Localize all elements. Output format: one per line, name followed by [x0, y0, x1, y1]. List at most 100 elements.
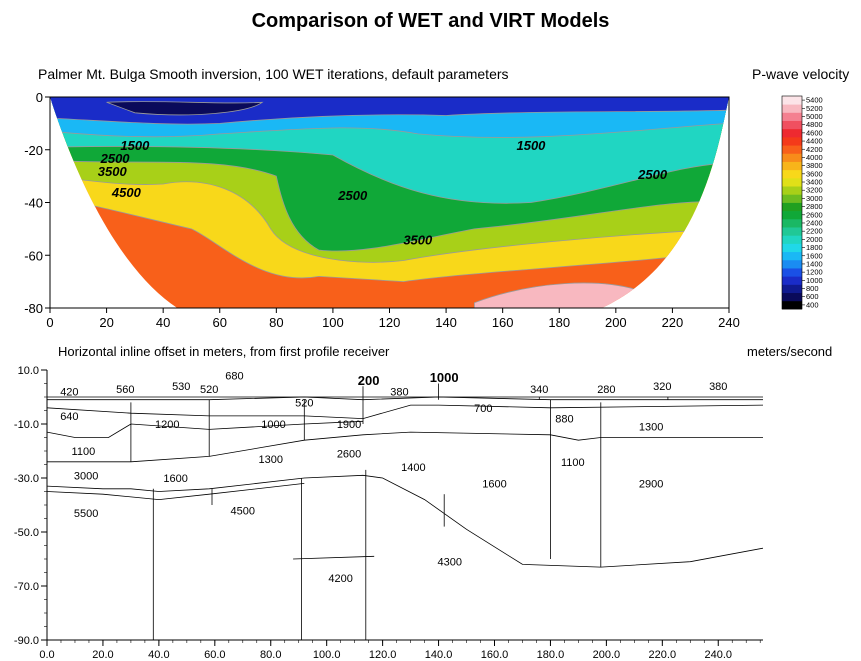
layer-velocity-label: 3000 [74, 470, 98, 482]
colorbar-swatch [782, 218, 802, 228]
colorbar-tick-label: 1200 [806, 268, 823, 277]
colorbar-tick-label: 600 [806, 292, 819, 301]
colorbar-tick-label: 2200 [806, 227, 823, 236]
colorbar-frame [781, 95, 803, 310]
colorbar-swatch [782, 194, 802, 203]
bottom-x-tick-label: 80.0 [260, 649, 281, 661]
colorbar-swatch [782, 186, 802, 195]
layer-velocity-label: 1100 [72, 446, 96, 458]
layer-velocity-label: 1000 [261, 419, 285, 431]
bottom-x-tick-label: 240.0 [704, 649, 732, 661]
bottom-x-tick-label: 100.0 [313, 649, 341, 661]
colorbar-tick-label: 400 [806, 300, 819, 309]
colorbar-tick-label: 1000 [806, 276, 823, 285]
bottom-y-tick-label: -70.0 [14, 581, 39, 593]
colorbar-unit-label: meters/second [747, 344, 833, 359]
top-x-tick-label: 160 [492, 315, 514, 330]
colorbar-tick-label: 3400 [806, 178, 823, 187]
layer-velocity-label: 520 [200, 384, 218, 396]
boundary-4 [47, 431, 551, 463]
layer-velocity-label: 700 [474, 403, 492, 415]
layer-velocity-label: 1600 [163, 473, 187, 485]
colorbar-swatch [782, 104, 802, 113]
bottom-x-tick-label: 120.0 [369, 649, 397, 661]
colorbar-tick-label: 4800 [806, 120, 823, 129]
top-chart-title: Palmer Mt. Bulga Smooth inversion, 100 W… [38, 66, 509, 82]
velocity-band-7 [106, 101, 264, 116]
heatmap-field [50, 97, 729, 308]
layer-velocity-label: 1600 [482, 478, 506, 490]
layer-velocity-label: 520 [295, 397, 313, 409]
boundary-7 [293, 555, 375, 560]
colorbar-tick-label: 4400 [806, 137, 823, 146]
colorbar-swatch [782, 284, 802, 294]
colorbar-swatch [782, 145, 802, 154]
colorbar-swatch [782, 202, 802, 212]
top-y-tick-label: -80 [24, 301, 43, 316]
contour-label: 3500 [98, 164, 128, 179]
colorbar-tick-label: 3200 [806, 186, 823, 195]
layer-velocity-label: 880 [555, 414, 573, 426]
layer-velocity-label: 530 [172, 381, 190, 393]
layer-velocity-label: 1900 [337, 419, 361, 431]
top-x-tick-label: 100 [322, 315, 344, 330]
bottom-y-tick-label: -90.0 [14, 635, 39, 647]
layer-velocity-label: 5500 [74, 508, 98, 520]
colorbar-tick-label: 2800 [806, 202, 823, 211]
layer-velocity-label: 4300 [438, 557, 462, 569]
colorbar-swatch [782, 243, 802, 253]
colorbar-tick-label: 4000 [806, 153, 823, 162]
colorbar-swatch [782, 153, 802, 162]
colorbar-swatch [782, 96, 802, 105]
colorbar-tick-label: 3600 [806, 169, 823, 178]
contour-label: 2500 [337, 188, 368, 203]
layer-velocity-label: 1200 [155, 419, 179, 431]
top-x-tick-label: 120 [379, 315, 401, 330]
bottom-x-tick-label: 40.0 [148, 649, 169, 661]
layer-velocity-label: 200 [358, 373, 380, 388]
colorbar-swatch [782, 128, 802, 138]
top-y-tick-label: 0 [36, 90, 43, 105]
colorbar-swatch [782, 161, 802, 171]
colorbar-tick-label: 5000 [806, 112, 823, 121]
bottom-x-tick-label: 60.0 [204, 649, 225, 661]
top-y-tick-label: -60 [24, 248, 43, 263]
colorbar-swatch [782, 292, 802, 302]
bottom-x-tick-label: 220.0 [649, 649, 677, 661]
boundary-2 [46, 404, 764, 420]
boundary-5 [46, 474, 764, 568]
layer-velocity-label: 320 [653, 381, 671, 393]
colorbar-swatch [782, 136, 802, 146]
colorbar-swatch [782, 112, 802, 121]
bottom-y-tick-label: 10.0 [18, 365, 39, 377]
colorbar-swatch [782, 120, 802, 130]
layer-velocity-label: 4500 [231, 505, 255, 517]
layer-velocity-label: 640 [60, 411, 78, 423]
bottom-x-tick-label: 160.0 [481, 649, 509, 661]
colorbar-tick-label: 1800 [806, 243, 823, 252]
contour-label: 1500 [120, 138, 150, 153]
bottom-x-tick-label: 140.0 [425, 649, 453, 661]
boundary-3b [550, 434, 763, 441]
colorbar-swatch [782, 300, 802, 310]
colorbar-tick-label: 3800 [806, 161, 823, 170]
contour-label: 3500 [403, 233, 433, 248]
top-chart-xlabel: Horizontal inline offset in meters, from… [58, 344, 390, 359]
colorbar-tick-label: 5400 [806, 96, 823, 105]
layer-velocity-label: 1300 [259, 454, 283, 466]
bottom-x-tick-label: 180.0 [537, 649, 565, 661]
layer-velocity-label: 2600 [337, 449, 361, 461]
contour-label: 1500 [516, 138, 546, 153]
layer-velocity-label: 1000 [430, 370, 459, 385]
top-y-tick-label: -40 [24, 196, 43, 211]
colorbar-tick-label: 800 [806, 284, 819, 293]
layer-velocity-label: 1400 [401, 462, 425, 474]
layer-velocity-label: 380 [709, 381, 727, 393]
contour-label: 2500 [100, 151, 131, 166]
figure-title: Comparison of WET and VIRT Models [251, 10, 610, 32]
colorbar-swatch [782, 276, 802, 285]
bottom-x-tick-label: 200.0 [593, 649, 621, 661]
boundary-3 [46, 420, 364, 438]
contour-label: 2500 [637, 167, 668, 182]
